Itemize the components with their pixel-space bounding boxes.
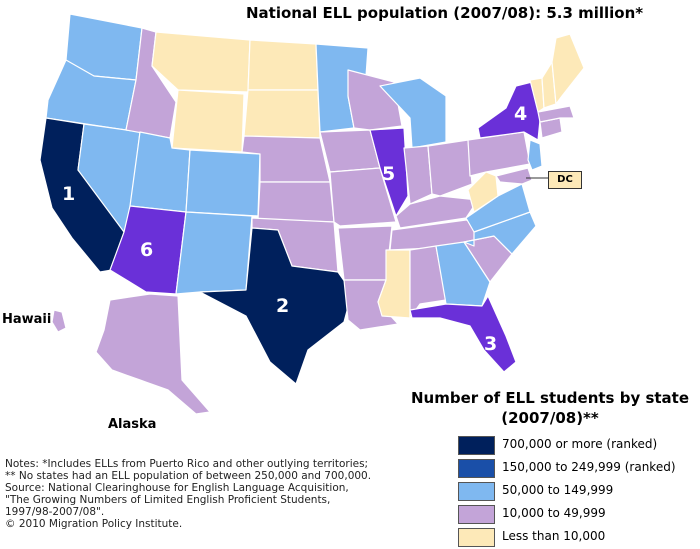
map-title: National ELL population (2007/08): 5.3 m…	[246, 4, 644, 22]
state-south-dakota	[243, 89, 321, 139]
legend-title-line1: Number of ELL students by state	[410, 389, 690, 407]
note-line: Notes: *Includes ELLs from Puerto Rico a…	[5, 458, 369, 470]
rank-label-illinois: 5	[382, 163, 395, 185]
state-north-dakota	[247, 39, 319, 91]
state-texas	[199, 227, 353, 385]
dc-label: DC	[548, 171, 582, 189]
legend-label: 10,000 to 49,999	[502, 506, 606, 520]
alaska-label: Alaska	[108, 417, 156, 432]
legend-label: 50,000 to 149,999	[502, 483, 614, 497]
rank-label-florida: 3	[484, 333, 497, 355]
legend-item: 50,000 to 149,999	[458, 480, 696, 503]
state-kansas	[257, 181, 335, 223]
state-georgia	[435, 241, 491, 307]
legend-swatch	[458, 528, 495, 547]
legend-title-line2: (2007/08)**	[501, 409, 599, 427]
state-iowa	[319, 129, 381, 173]
state-ohio	[427, 139, 473, 197]
state-michigan	[379, 77, 447, 149]
legend-item: 150,000 to 249,999 (ranked)	[458, 457, 696, 480]
state-arkansas	[337, 225, 393, 281]
legend-swatch	[458, 482, 495, 501]
rank-label-new-york: 4	[514, 103, 527, 125]
legend-label: 150,000 to 249,999 (ranked)	[502, 460, 676, 474]
state-montana	[151, 31, 251, 93]
state-maine	[551, 33, 585, 105]
note-line: "The Growing Numbers of Limited English …	[5, 494, 331, 506]
state-west-virginia	[467, 171, 499, 213]
rank-label-arizona: 6	[140, 239, 153, 261]
legend-swatch	[458, 505, 495, 524]
state-alabama	[409, 245, 447, 319]
legend-title: Number of ELL students by state (2007/08…	[404, 388, 696, 428]
note-line: Source: National Clearinghouse for Engli…	[5, 482, 349, 494]
legend-item: 700,000 or more (ranked)	[458, 434, 696, 457]
note-line: ** No states had an ELL population of be…	[5, 470, 372, 482]
note-line: © 2010 Migration Policy Institute.	[5, 518, 183, 530]
state-hawaii	[51, 309, 67, 333]
hawaii-label: Hawaii	[2, 312, 51, 327]
state-new-mexico	[175, 211, 253, 295]
state-alaska	[95, 293, 211, 415]
legend: Number of ELL students by state (2007/08…	[404, 388, 696, 549]
state-colorado	[185, 149, 261, 217]
rank-label-california: 1	[62, 183, 75, 205]
state-maryland	[495, 167, 533, 185]
source-notes: Notes: *Includes ELLs from Puerto Rico a…	[5, 458, 400, 530]
legend-swatch	[458, 459, 495, 478]
legend-swatch	[458, 436, 495, 455]
legend-item: Less than 10,000	[458, 526, 696, 549]
state-north-carolina	[463, 211, 537, 255]
legend-label: 700,000 or more (ranked)	[502, 437, 658, 451]
state-illinois	[369, 127, 409, 217]
state-massachusetts	[537, 105, 575, 123]
legend-item: 10,000 to 49,999	[458, 503, 696, 526]
state-new-jersey	[527, 139, 543, 171]
state-wyoming	[171, 89, 245, 153]
rank-label-texas: 2	[276, 295, 289, 317]
state-new-york	[477, 81, 541, 141]
note-line: 1997/98-2007/08".	[5, 506, 105, 518]
legend-label: Less than 10,000	[502, 529, 606, 543]
state-florida	[409, 295, 517, 373]
state-missouri	[329, 167, 397, 227]
